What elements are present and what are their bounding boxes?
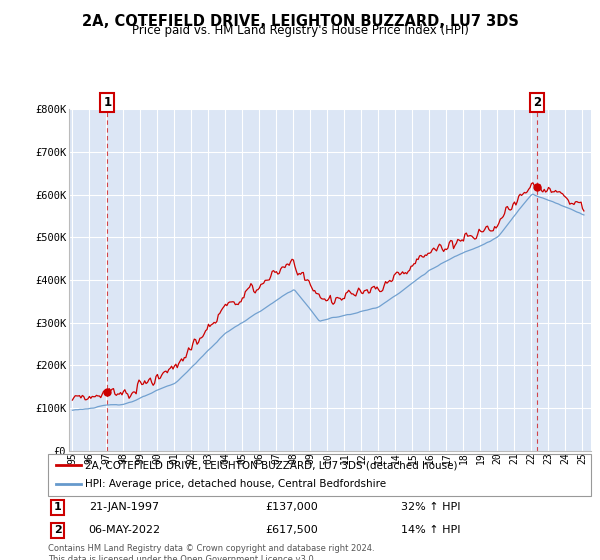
Text: 2: 2 (533, 96, 542, 109)
Text: £137,000: £137,000 (265, 502, 318, 512)
Text: Contains HM Land Registry data © Crown copyright and database right 2024.
This d: Contains HM Land Registry data © Crown c… (48, 544, 374, 560)
Text: 1: 1 (103, 96, 112, 109)
Text: 2A, COTEFIELD DRIVE, LEIGHTON BUZZARD, LU7 3DS (detached house): 2A, COTEFIELD DRIVE, LEIGHTON BUZZARD, L… (85, 460, 457, 470)
Text: 2: 2 (54, 525, 62, 535)
Text: 32% ↑ HPI: 32% ↑ HPI (401, 502, 460, 512)
Text: HPI: Average price, detached house, Central Bedfordshire: HPI: Average price, detached house, Cent… (85, 479, 386, 489)
Text: 14% ↑ HPI: 14% ↑ HPI (401, 525, 460, 535)
Text: 06-MAY-2022: 06-MAY-2022 (89, 525, 161, 535)
Text: 21-JAN-1997: 21-JAN-1997 (89, 502, 159, 512)
Text: 2A, COTEFIELD DRIVE, LEIGHTON BUZZARD, LU7 3DS: 2A, COTEFIELD DRIVE, LEIGHTON BUZZARD, L… (82, 14, 518, 29)
Text: Price paid vs. HM Land Registry's House Price Index (HPI): Price paid vs. HM Land Registry's House … (131, 24, 469, 37)
Text: 1: 1 (54, 502, 62, 512)
Text: £617,500: £617,500 (265, 525, 318, 535)
